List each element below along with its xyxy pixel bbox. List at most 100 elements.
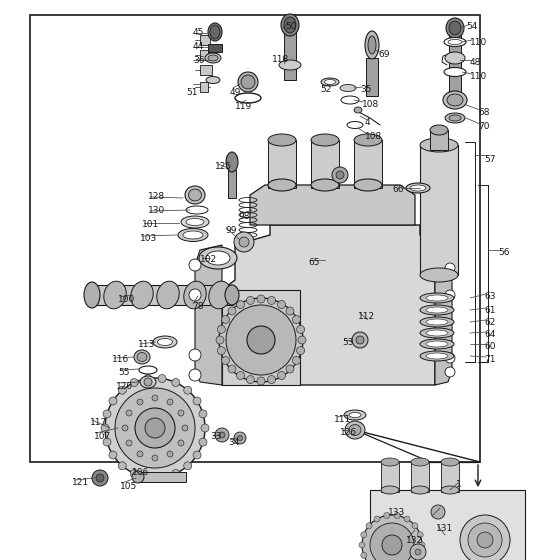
Ellipse shape [445,52,465,64]
Ellipse shape [381,486,399,494]
Circle shape [460,515,510,560]
Circle shape [216,336,224,344]
Circle shape [297,347,305,354]
Ellipse shape [324,80,335,85]
Ellipse shape [448,40,462,44]
Ellipse shape [411,486,429,494]
Ellipse shape [279,60,301,70]
Bar [138,472,186,482]
Ellipse shape [441,486,459,494]
Text: 125: 125 [215,162,232,171]
Ellipse shape [381,458,399,466]
Ellipse shape [140,376,156,388]
Ellipse shape [226,152,238,172]
Ellipse shape [311,134,339,146]
Circle shape [115,388,195,468]
Circle shape [394,512,400,519]
Bar [311,140,339,188]
Text: 100: 100 [118,295,136,304]
Circle shape [178,440,184,446]
Text: 118: 118 [272,55,290,64]
Polygon shape [222,290,300,385]
Text: 60: 60 [484,342,496,351]
Circle shape [217,325,225,333]
Circle shape [286,365,294,373]
Circle shape [417,552,423,558]
Circle shape [239,237,249,247]
Circle shape [297,325,305,333]
Text: 98: 98 [238,212,250,221]
Circle shape [109,397,117,405]
Circle shape [445,367,455,377]
Circle shape [361,552,367,558]
Bar [268,140,296,188]
Circle shape [445,290,455,300]
Circle shape [268,376,276,384]
Circle shape [445,263,455,273]
Circle shape [352,332,368,348]
Ellipse shape [449,21,461,35]
Circle shape [189,289,201,301]
Circle shape [193,397,201,405]
Polygon shape [195,245,222,385]
Text: 44: 44 [193,42,204,51]
Circle shape [237,436,242,441]
Circle shape [246,296,254,305]
Polygon shape [435,245,452,385]
Bar [200,65,212,75]
Circle shape [219,432,225,438]
Bar [370,490,525,560]
Ellipse shape [411,458,429,466]
Circle shape [384,512,390,519]
Circle shape [135,408,175,448]
Text: 99: 99 [225,226,236,235]
Circle shape [268,296,276,305]
Text: 53: 53 [342,338,353,347]
Text: 120: 120 [116,382,133,391]
Circle shape [356,336,364,344]
Ellipse shape [238,72,258,92]
Text: 110: 110 [470,38,487,47]
Ellipse shape [340,85,356,91]
Ellipse shape [420,293,454,303]
Text: 61: 61 [484,306,496,315]
Circle shape [178,410,184,416]
Text: 56: 56 [498,248,510,257]
Circle shape [101,424,109,432]
Circle shape [189,369,201,381]
Ellipse shape [184,281,206,309]
Circle shape [199,410,207,418]
Text: 121: 121 [72,478,89,487]
Circle shape [278,301,286,309]
Text: 51: 51 [186,88,198,97]
Circle shape [222,357,230,365]
Circle shape [362,515,422,560]
Ellipse shape [446,18,464,38]
Circle shape [431,505,445,519]
Ellipse shape [444,38,466,46]
Circle shape [172,379,180,386]
Circle shape [167,399,173,405]
Ellipse shape [132,471,144,483]
Text: 64: 64 [484,330,496,339]
Ellipse shape [185,186,205,204]
Circle shape [359,542,365,548]
Circle shape [219,298,303,382]
Text: 65: 65 [308,258,320,267]
Ellipse shape [444,68,466,77]
Circle shape [257,295,265,303]
Text: 52: 52 [320,85,332,94]
Circle shape [246,376,254,384]
Ellipse shape [426,295,448,301]
Circle shape [292,357,301,365]
Ellipse shape [311,179,339,191]
Text: 117: 117 [90,418,108,427]
Circle shape [228,365,236,373]
Ellipse shape [354,107,362,113]
Text: 133: 133 [388,508,405,517]
Ellipse shape [368,36,376,54]
Ellipse shape [205,53,221,63]
Text: 62: 62 [484,318,496,327]
Text: 108: 108 [362,100,379,109]
Text: 130: 130 [148,206,165,215]
